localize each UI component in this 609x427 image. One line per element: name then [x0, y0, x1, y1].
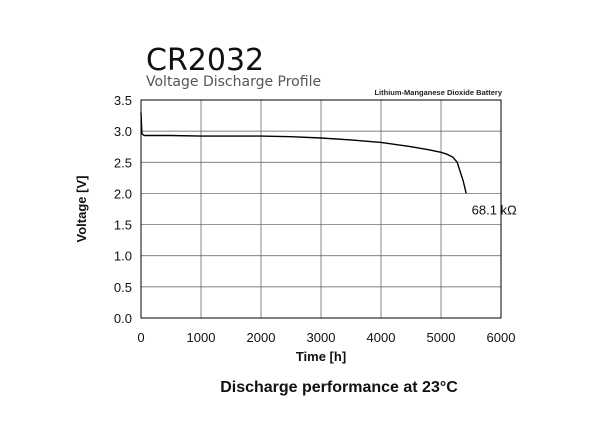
series-group: 68.1 kΩ — [140, 112, 517, 217]
x-tick-label: 5000 — [427, 330, 456, 345]
y-axis-label: Voltage [V] — [74, 176, 89, 243]
x-tick-label: 1000 — [187, 330, 216, 345]
x-axis-label: Time [h] — [296, 349, 346, 364]
y-tick-label: 1.5 — [114, 218, 132, 233]
x-axis-ticks: 0 1000 2000 3000 4000 5000 6000 — [137, 330, 515, 345]
grid — [140, 99, 502, 319]
chart-title: CR2032 — [146, 43, 264, 78]
plot-area-frame — [140, 99, 502, 319]
y-tick-label: 0.0 — [114, 311, 132, 326]
y-tick-label: 0.5 — [114, 280, 132, 295]
chart-caption: Discharge performance at 23°C — [220, 379, 458, 396]
y-tick-label: 2.5 — [114, 155, 132, 170]
x-tick-label: 2000 — [247, 330, 276, 345]
series-label: 68.1 kΩ — [472, 202, 517, 217]
y-tick-label: 3.5 — [114, 93, 132, 108]
chemistry-label: Lithium-Manganese Dioxide Battery — [374, 88, 502, 97]
chart-subtitle: Voltage Discharge Profile — [146, 74, 321, 90]
x-tick-label: 4000 — [367, 330, 396, 345]
x-tick-label: 3000 — [307, 330, 336, 345]
y-axis-ticks: 0.0 0.5 1.0 1.5 2.0 2.5 3.0 3.5 — [114, 93, 132, 326]
series-line — [140, 112, 467, 194]
y-tick-label: 3.0 — [114, 124, 132, 139]
x-tick-label: 0 — [137, 330, 144, 345]
y-tick-label: 1.0 — [114, 249, 132, 264]
y-tick-label: 2.0 — [114, 186, 132, 201]
x-tick-label: 6000 — [487, 330, 516, 345]
